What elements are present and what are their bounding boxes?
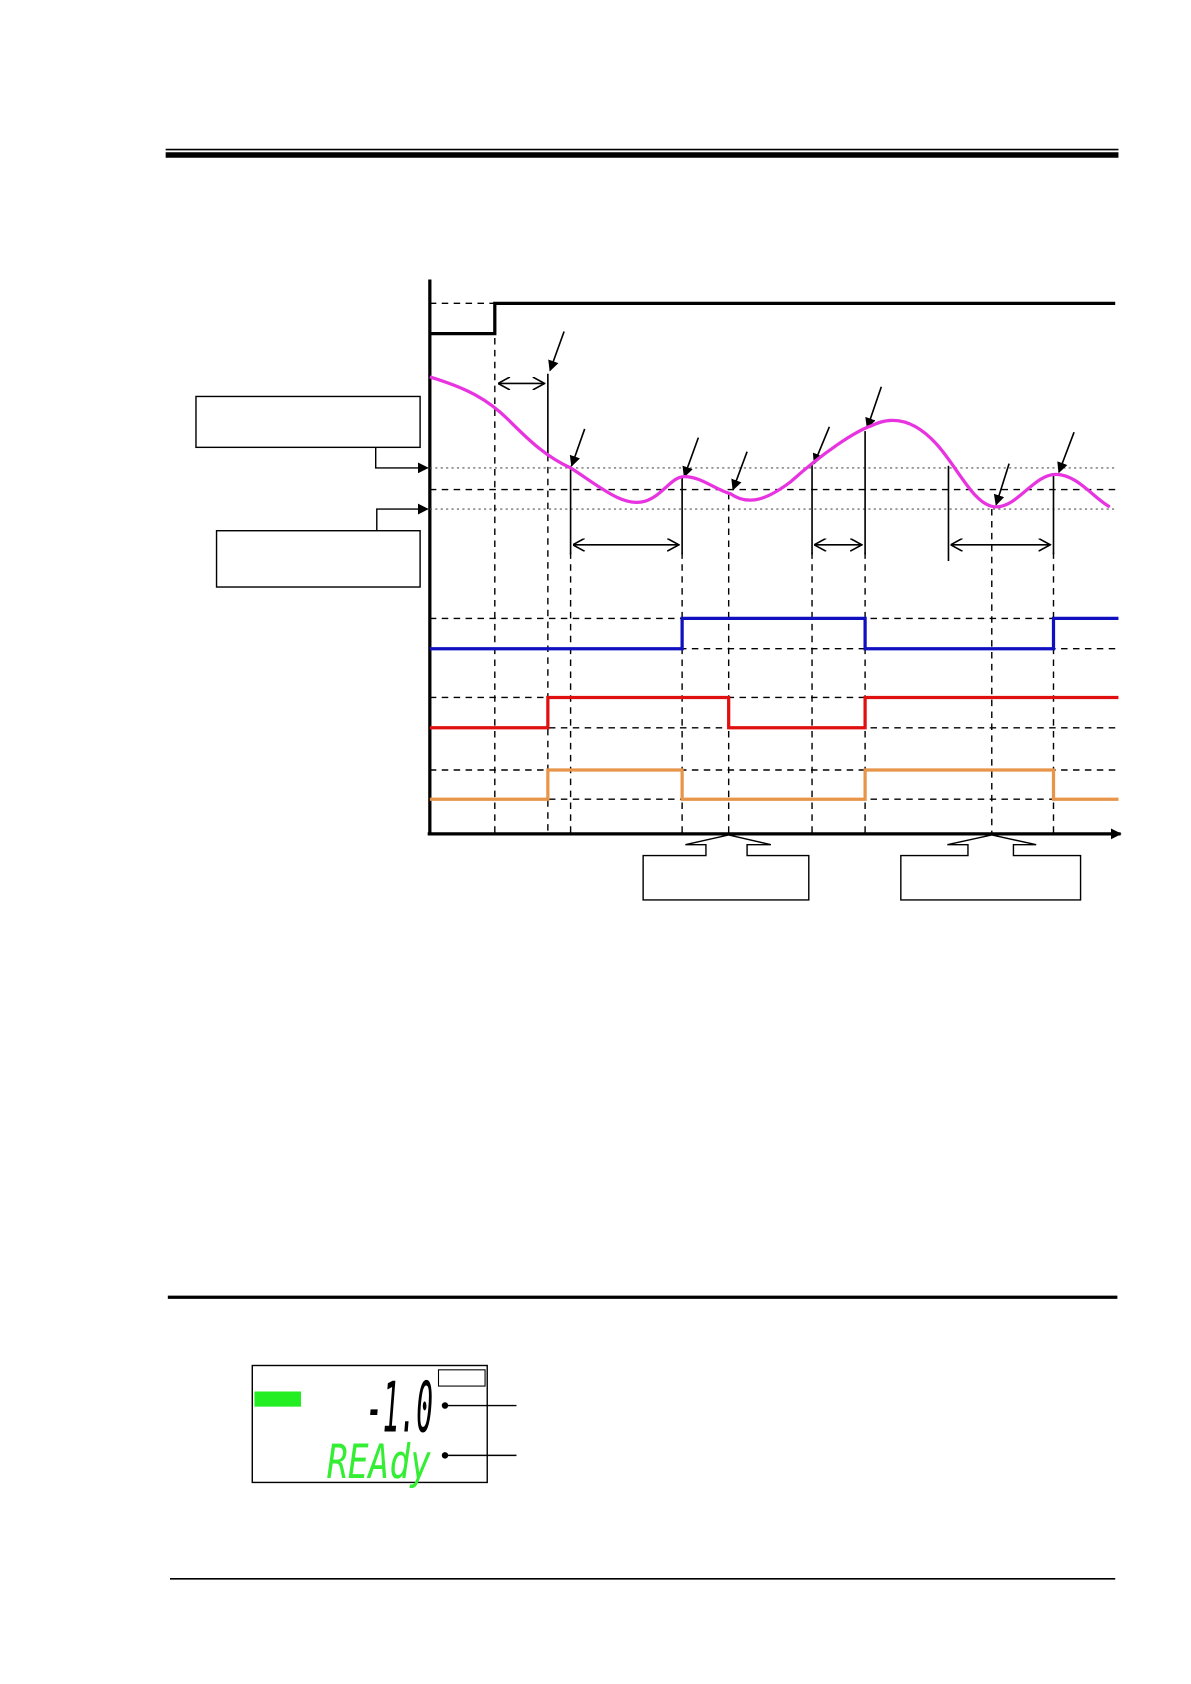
signal-red	[429, 695, 1119, 730]
interval-markers	[547, 373, 1055, 562]
signal-orange	[429, 768, 1119, 801]
run-signal	[429, 301, 1116, 336]
signal-blue	[429, 616, 1119, 651]
lcd-value: -1.0	[366, 1369, 433, 1449]
lcd-unit-box	[437, 1369, 486, 1387]
timing-diagram	[195, 279, 1122, 901]
lcd-indicator	[254, 1391, 301, 1407]
temperature-curve	[429, 375, 1111, 509]
interval-arrows	[499, 383, 1050, 544]
label-box	[215, 530, 421, 588]
lcd-status: REAdy	[327, 1435, 431, 1490]
pointer-arrows	[548, 331, 1075, 506]
callout-box	[900, 834, 1082, 901]
time-markers	[494, 314, 1055, 834]
connector	[375, 447, 429, 474]
label-box	[195, 395, 421, 449]
connector	[376, 503, 429, 531]
lcd-display: -1.0 REAdy	[251, 1364, 517, 1490]
callout-box	[642, 834, 810, 901]
